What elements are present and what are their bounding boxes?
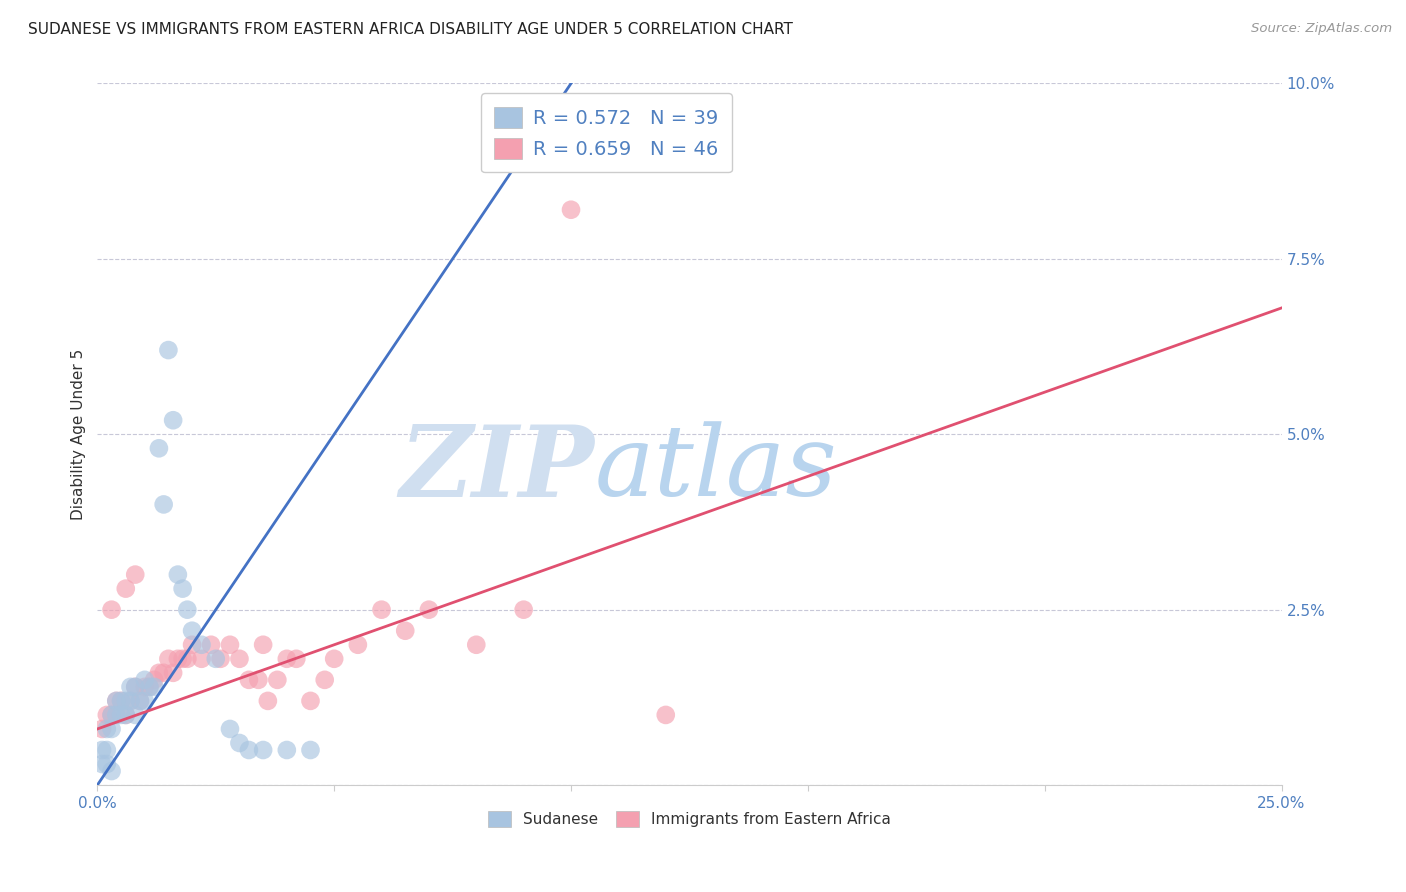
Point [285, 652, 308, 666]
Point [276, 652, 298, 666]
Point [176, 602, 198, 616]
Point [114, 707, 136, 722]
Point [100, 764, 122, 778]
Point [114, 707, 136, 722]
Point [100, 707, 122, 722]
Point [176, 652, 198, 666]
Point [162, 665, 184, 680]
Point [91, 757, 114, 772]
Point [124, 567, 146, 582]
Point [110, 694, 132, 708]
Point [96, 707, 118, 722]
Legend: Sudanese, Immigrants from Eastern Africa: Sudanese, Immigrants from Eastern Africa [481, 805, 897, 834]
Point [252, 638, 274, 652]
Point [228, 652, 250, 666]
Point [238, 673, 260, 687]
Point [200, 638, 222, 652]
Point [190, 652, 212, 666]
Point [120, 694, 142, 708]
Point [370, 602, 392, 616]
Point [129, 694, 152, 708]
Point [91, 722, 114, 736]
Point [190, 638, 212, 652]
Point [219, 638, 242, 652]
Point [465, 638, 488, 652]
Point [655, 707, 678, 722]
Point [299, 694, 322, 708]
Point [181, 624, 204, 638]
Point [134, 680, 156, 694]
Point [181, 638, 204, 652]
Point [247, 673, 270, 687]
Point [347, 638, 370, 652]
Point [276, 743, 298, 757]
Point [157, 652, 180, 666]
Point [323, 652, 346, 666]
Point [138, 680, 160, 694]
Y-axis label: Disability Age Under 5: Disability Age Under 5 [72, 349, 86, 520]
Point [228, 736, 250, 750]
Text: SUDANESE VS IMMIGRANTS FROM EASTERN AFRICA DISABILITY AGE UNDER 5 CORRELATION CH: SUDANESE VS IMMIGRANTS FROM EASTERN AFRI… [28, 22, 793, 37]
Point [560, 202, 582, 217]
Point [394, 624, 416, 638]
Point [162, 413, 184, 427]
Point [124, 680, 146, 694]
Point [96, 743, 118, 757]
Point [219, 722, 242, 736]
Point [209, 652, 232, 666]
Text: Source: ZipAtlas.com: Source: ZipAtlas.com [1251, 22, 1392, 36]
Point [110, 707, 132, 722]
Point [314, 673, 336, 687]
Point [124, 707, 146, 722]
Point [110, 694, 132, 708]
Point [157, 343, 180, 357]
Point [266, 673, 288, 687]
Text: atlas: atlas [595, 422, 838, 517]
Point [148, 665, 170, 680]
Point [152, 665, 174, 680]
Point [143, 673, 166, 687]
Point [238, 743, 260, 757]
Point [120, 694, 142, 708]
Point [100, 707, 122, 722]
Point [105, 694, 128, 708]
Point [100, 602, 122, 616]
Point [114, 582, 136, 596]
Point [129, 694, 152, 708]
Point [172, 652, 194, 666]
Point [167, 652, 190, 666]
Point [114, 694, 136, 708]
Point [124, 680, 146, 694]
Point [138, 680, 160, 694]
Text: ZIP: ZIP [399, 421, 595, 517]
Point [418, 602, 440, 616]
Point [299, 743, 322, 757]
Point [143, 680, 166, 694]
Point [172, 582, 194, 596]
Point [512, 602, 534, 616]
Point [167, 567, 190, 582]
Point [105, 694, 128, 708]
Point [134, 673, 156, 687]
Point [252, 743, 274, 757]
Point [204, 652, 226, 666]
Point [96, 757, 118, 772]
Point [91, 743, 114, 757]
Point [100, 722, 122, 736]
Point [120, 680, 142, 694]
Point [105, 707, 128, 722]
Point [152, 498, 174, 512]
Point [96, 722, 118, 736]
Point [148, 442, 170, 456]
Point [134, 694, 156, 708]
Point [257, 694, 280, 708]
